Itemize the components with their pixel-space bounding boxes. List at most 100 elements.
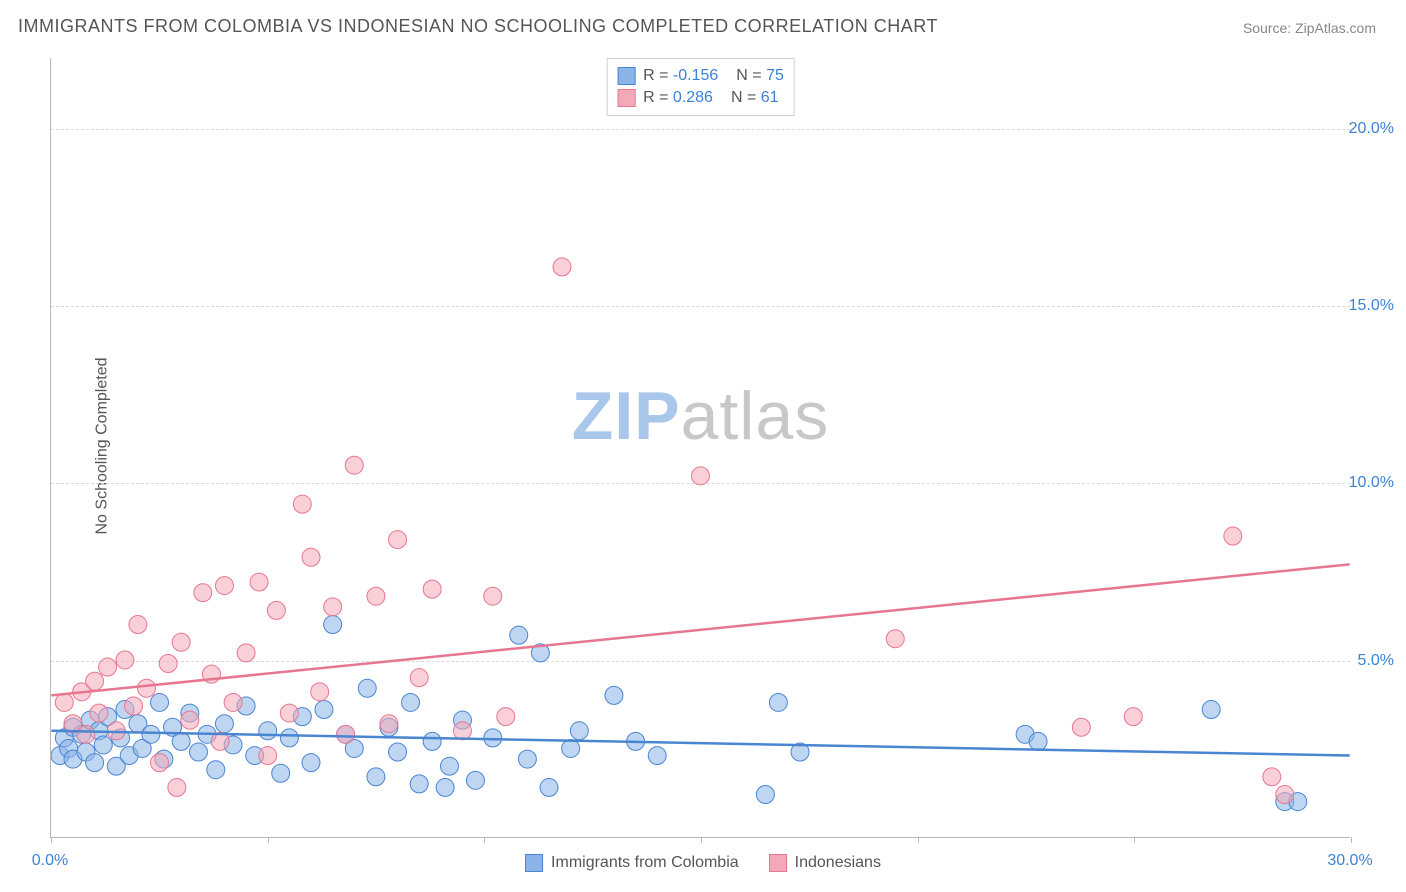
x-tick	[1351, 837, 1352, 843]
data-point	[1072, 718, 1090, 736]
trend-line	[51, 564, 1349, 695]
data-point	[302, 548, 320, 566]
data-point	[280, 729, 298, 747]
data-point	[423, 580, 441, 598]
data-point	[151, 693, 169, 711]
data-point	[358, 679, 376, 697]
data-point	[605, 686, 623, 704]
legend-series: Immigrants from Colombia Indonesians	[525, 848, 881, 878]
data-point	[77, 725, 95, 743]
data-point	[453, 722, 471, 740]
data-point	[1224, 527, 1242, 545]
legend-stat-row: R = -0.156 N = 75	[617, 65, 784, 87]
data-point	[436, 778, 454, 796]
data-point	[129, 616, 147, 634]
x-tick	[918, 837, 919, 843]
data-point	[267, 601, 285, 619]
source-attribution: Source: ZipAtlas.com	[1243, 20, 1376, 36]
y-tick-label: 15.0%	[1349, 297, 1394, 315]
x-tick	[701, 837, 702, 843]
data-point	[1124, 708, 1142, 726]
data-point	[1029, 732, 1047, 750]
legend-r-label: R = -0.156	[643, 67, 718, 85]
chart-svg	[51, 58, 1350, 837]
data-point	[189, 743, 207, 761]
data-point	[224, 693, 242, 711]
data-point	[389, 531, 407, 549]
data-point	[367, 587, 385, 605]
data-point	[423, 732, 441, 750]
legend-n-label: N = 75	[736, 67, 784, 85]
data-point	[510, 626, 528, 644]
legend-series-label: Indonesians	[795, 854, 881, 872]
data-point	[540, 778, 558, 796]
data-point	[389, 743, 407, 761]
y-tick-label: 5.0%	[1358, 652, 1394, 670]
x-tick-label: 30.0%	[1327, 852, 1372, 870]
data-point	[1263, 768, 1281, 786]
x-tick	[51, 837, 52, 843]
y-tick-label: 20.0%	[1349, 120, 1394, 138]
data-point	[172, 633, 190, 651]
data-point	[648, 747, 666, 765]
legend-swatch	[617, 89, 635, 107]
legend-series-label: Immigrants from Colombia	[551, 854, 739, 872]
data-point	[497, 708, 515, 726]
data-point	[410, 775, 428, 793]
y-tick-label: 10.0%	[1349, 474, 1394, 492]
data-point	[194, 584, 212, 602]
data-point	[769, 693, 787, 711]
data-point	[1276, 786, 1294, 804]
data-point	[324, 616, 342, 634]
legend-n-label: N = 61	[731, 89, 779, 107]
legend-r-label: R = 0.286	[643, 89, 713, 107]
data-point	[345, 456, 363, 474]
data-point	[692, 467, 710, 485]
data-point	[441, 757, 459, 775]
data-point	[410, 669, 428, 687]
data-point	[159, 655, 177, 673]
data-point	[259, 722, 277, 740]
data-point	[302, 754, 320, 772]
data-point	[380, 715, 398, 733]
data-point	[168, 778, 186, 796]
legend-stats: R = -0.156 N = 75 R = 0.286 N = 61	[606, 58, 795, 116]
data-point	[259, 747, 277, 765]
data-point	[55, 693, 73, 711]
x-tick	[268, 837, 269, 843]
legend-stat-row: R = 0.286 N = 61	[617, 87, 784, 109]
data-point	[280, 704, 298, 722]
data-point	[250, 573, 268, 591]
data-point	[337, 725, 355, 743]
legend-swatch	[525, 854, 543, 872]
data-point	[215, 715, 233, 733]
data-point	[518, 750, 536, 768]
data-point	[90, 704, 108, 722]
data-point	[142, 725, 160, 743]
data-point	[324, 598, 342, 616]
data-point	[86, 754, 104, 772]
x-tick	[484, 837, 485, 843]
data-point	[553, 258, 571, 276]
data-point	[315, 701, 333, 719]
legend-series-item: Indonesians	[769, 852, 881, 874]
data-point	[570, 722, 588, 740]
data-point	[181, 711, 199, 729]
data-point	[311, 683, 329, 701]
data-point	[215, 577, 233, 595]
legend-series-item: Immigrants from Colombia	[525, 852, 739, 874]
data-point	[562, 739, 580, 757]
source-label: Source:	[1243, 20, 1291, 36]
data-point	[172, 732, 190, 750]
chart-title: IMMIGRANTS FROM COLOMBIA VS INDONESIAN N…	[18, 16, 938, 37]
data-point	[151, 754, 169, 772]
x-tick-label: 0.0%	[32, 852, 68, 870]
legend-swatch	[617, 67, 635, 85]
legend-swatch	[769, 854, 787, 872]
data-point	[272, 764, 290, 782]
data-point	[402, 693, 420, 711]
data-point	[1202, 701, 1220, 719]
data-point	[86, 672, 104, 690]
chart-plot-area: ZIPatlas R = -0.156N = 75R = 0.286N = 61	[50, 58, 1350, 838]
data-point	[756, 786, 774, 804]
